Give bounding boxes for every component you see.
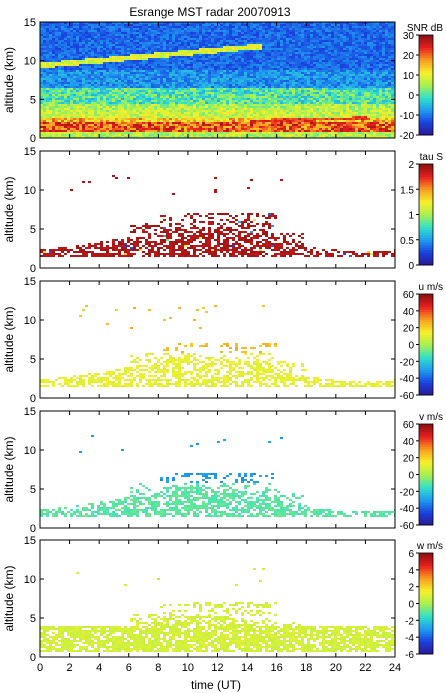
colorbar-tick-label: -6 (405, 650, 414, 661)
colorbar-tick-label: 0 (408, 261, 414, 272)
colorbar-tick-label: 1 (408, 211, 414, 222)
plot-area-w (40, 568, 395, 652)
colorbar-tick-label: -20 (400, 131, 415, 142)
colorbar-tick-label: -20 (400, 357, 415, 368)
plot-frame (39, 410, 396, 529)
y-tick-label: 0 (30, 263, 36, 275)
y-tick-label: 10 (24, 56, 36, 68)
colorbar-tick-label: 20 (403, 51, 415, 62)
colorbar-tick-label: 0 (408, 600, 414, 611)
x-tick-label: 16 (271, 662, 283, 674)
colorbar-label: w m/s (416, 541, 443, 552)
colorbar-v: v m/s 60 40 20 0 -20 -40 -60 (400, 412, 443, 532)
x-tick-label: 18 (300, 662, 312, 674)
colorbar-tick-label: -20 (400, 487, 415, 498)
x-tick-label: 20 (330, 662, 342, 674)
colorbar-tick-label: 10 (403, 71, 415, 82)
plot-area-v (40, 435, 395, 517)
colorbar-tick-label: 20 (403, 454, 415, 465)
y-tick-label: 15 (24, 535, 36, 547)
colorbar-tick-label: 60 (403, 420, 415, 431)
colorbar-tick-label: 0 (408, 471, 414, 482)
y-tick-label: 10 (24, 445, 36, 457)
colorbar-label: u m/s (419, 282, 443, 293)
colorbar-tick-label: 20 (403, 324, 415, 335)
y-axis-label: altitude (km) (2, 176, 16, 242)
panel-v: 0 5 10 15 altitude (km) v m/s 60 40 20 0 -20 -40 -60 (2, 406, 443, 535)
x-tick-label: 6 (126, 662, 132, 674)
colorbar-tick-label: 0.5 (400, 236, 414, 247)
y-axis-label: altitude (km) (2, 436, 16, 502)
y-tick-label: 15 (24, 276, 36, 288)
y-tick-label: 15 (24, 17, 36, 29)
colorbar-label: tau S (420, 152, 444, 163)
x-tick-label: 2 (67, 662, 73, 674)
colorbar-tick-label: -10 (400, 111, 415, 122)
y-tick-label: 5 (30, 613, 36, 625)
colorbar-tick-label: 4 (408, 566, 414, 577)
figure-title: Esrange MST radar 20070913 (129, 5, 291, 19)
x-tick-label: 14 (241, 662, 253, 674)
plot-area-tau (40, 175, 395, 257)
colorbar-label: SNR dB (407, 23, 443, 34)
panel-tau: 0 5 10 15 altitude (km) tau S 2 1.5 1 0.5 0 (2, 146, 443, 275)
colorbar-tick-label: 30 (403, 31, 415, 42)
colorbar-tick-label: -2 (405, 616, 414, 627)
y-tick-label: 10 (24, 185, 36, 197)
y-tick-label: 5 (30, 94, 36, 106)
x-tick-label: 4 (96, 662, 102, 674)
colorbar-tick-label: -40 (400, 374, 415, 385)
y-tick-label: 5 (30, 484, 36, 496)
x-axis-label: time (UT) (191, 678, 241, 692)
plot-area-snr (40, 22, 395, 138)
colorbar-u: u m/s 60 40 20 0 -20 -40 -60 (400, 282, 443, 402)
y-tick-label: 0 (30, 652, 36, 664)
y-axis-label: altitude (km) (2, 565, 16, 631)
x-tick-label: 12 (211, 662, 223, 674)
colorbar-tick-label: 6 (408, 549, 414, 560)
x-tick-label: 8 (155, 662, 161, 674)
y-tick-label: 5 (30, 224, 36, 236)
colorbar-tick-label: -40 (400, 504, 415, 515)
x-tick-label: 22 (359, 662, 371, 674)
y-tick-label: 0 (30, 393, 36, 405)
colorbar-tick-label: -60 (400, 521, 415, 532)
colorbar-tau: tau S 2 1.5 1 0.5 0 (400, 152, 443, 272)
x-tick-label: 0 (37, 662, 43, 674)
colorbar-tick-label: -60 (400, 391, 415, 402)
x-tick-label: 10 (182, 662, 194, 674)
y-tick-label: 10 (24, 315, 36, 327)
x-tick-label: 24 (389, 662, 401, 674)
colorbar-tick-label: 40 (403, 307, 415, 318)
y-tick-label: 15 (24, 406, 36, 418)
colorbar-w: w m/s6 4 2 0 -2 -4 -6 (405, 541, 443, 661)
plot-area-u (40, 305, 395, 387)
colorbar-tick-label: 2 (408, 160, 414, 171)
y-axis-label: altitude (km) (2, 306, 16, 372)
y-tick-label: 0 (30, 523, 36, 535)
colorbar-tick-label: 40 (403, 437, 415, 448)
y-tick-label: 10 (24, 574, 36, 586)
colorbar-label: v m/s (419, 412, 443, 423)
panel-u: 0 5 10 15 altitude (km) u m/s 60 40 20 0 -20 -40 -60 (2, 276, 443, 405)
colorbar-tick-label: 0 (408, 91, 414, 102)
colorbar-tick-label: 60 (403, 290, 415, 301)
colorbar-tick-label: 2 (408, 583, 414, 594)
colorbar-tick-label: 0 (408, 341, 414, 352)
colorbar-tick-label: -4 (405, 633, 414, 644)
y-tick-label: 0 (30, 133, 36, 145)
colorbar-tick-label: 1.5 (400, 185, 414, 196)
y-tick-label: 15 (24, 146, 36, 158)
y-tick-label: 5 (30, 354, 36, 366)
y-axis-label: altitude (km) (2, 47, 16, 113)
